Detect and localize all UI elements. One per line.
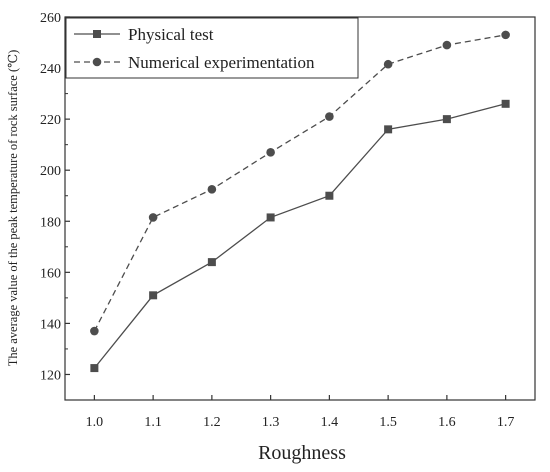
y-tick-label: 240 — [40, 62, 61, 77]
data-point-circle — [148, 213, 158, 222]
legend-box — [65, 17, 359, 79]
data-point-square — [501, 99, 510, 108]
data-point-square — [384, 125, 393, 134]
data-point-square — [266, 213, 275, 222]
data-point-circle — [383, 59, 393, 69]
data-point-circle — [266, 148, 275, 157]
data-point-square — [442, 115, 451, 124]
series-layer — [90, 30, 510, 373]
data-point-square — [90, 364, 99, 373]
legend: Physical test Numerical experimentation — [65, 17, 359, 79]
data-point-circle — [207, 185, 217, 194]
y-axis: 120 140 160 180 200 220 240 260 — [40, 11, 70, 383]
y-tick-label: 260 — [40, 11, 61, 26]
legend-label-1: Numerical experimentation — [128, 53, 315, 72]
data-point-circle — [90, 326, 99, 336]
x-tick-label: 1.4 — [321, 415, 339, 430]
series-line-0 — [93, 103, 506, 369]
data-point-circle — [442, 40, 452, 50]
data-point-square — [207, 258, 216, 267]
data-point-square — [325, 191, 334, 200]
legend-marker-circle — [92, 57, 102, 67]
x-tick-label: 1.3 — [262, 415, 280, 430]
x-axis: 1.0 1.1 1.2 1.3 1.4 1.5 1.6 1.7 — [86, 395, 515, 430]
x-tick-label: 1.5 — [379, 415, 397, 430]
legend-label-0: Physical test — [128, 25, 214, 44]
x-tick-label: 1.2 — [203, 415, 221, 430]
y-tick-label: 200 — [40, 164, 61, 179]
data-point-circle — [501, 30, 510, 40]
x-tick-label: 1.6 — [438, 415, 456, 430]
y-axis-title: The average value of the peak temperatur… — [6, 50, 20, 367]
plot-frame — [64, 16, 536, 401]
y-tick-label: 120 — [40, 368, 61, 383]
data-point-circle — [325, 112, 334, 121]
x-tick-label: 1.1 — [144, 415, 162, 430]
y-tick-label: 180 — [40, 215, 61, 230]
data-point-square — [149, 291, 158, 300]
x-axis-title: Roughness — [258, 442, 346, 464]
series-line-1 — [93, 34, 506, 332]
y-tick-label: 160 — [40, 266, 61, 281]
y-tick-label: 220 — [40, 113, 61, 128]
legend-marker-square — [93, 30, 101, 38]
x-tick-label: 1.7 — [497, 415, 515, 430]
x-tick-label: 1.0 — [86, 415, 104, 430]
y-tick-label: 140 — [40, 317, 61, 332]
